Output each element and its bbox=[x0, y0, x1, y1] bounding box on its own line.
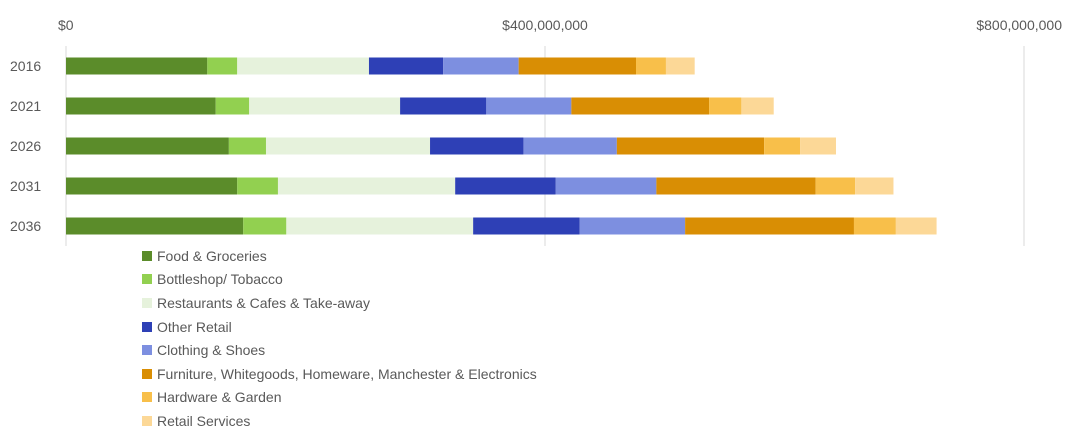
bar-segment bbox=[764, 137, 801, 155]
bar-segment bbox=[243, 217, 287, 235]
bar-segment bbox=[228, 137, 266, 155]
legend-label: Food & Groceries bbox=[157, 247, 267, 264]
legend-swatch bbox=[142, 321, 152, 332]
legend-label: Hardware & Garden bbox=[157, 389, 282, 406]
bar-segment bbox=[685, 217, 854, 235]
legend-swatch bbox=[142, 345, 152, 356]
bar-segment bbox=[277, 177, 456, 195]
bar-segment bbox=[518, 57, 637, 75]
bar-segment bbox=[616, 137, 765, 155]
bar-segment bbox=[66, 177, 238, 195]
legend-label: Clothing & Shoes bbox=[157, 342, 266, 359]
bar-segment bbox=[443, 57, 519, 75]
bar-segment bbox=[207, 57, 238, 75]
legend-swatch bbox=[142, 297, 152, 308]
bar-segment bbox=[853, 217, 896, 235]
legend-label: Furniture, Whitegoods, Homeware, Manches… bbox=[157, 365, 537, 382]
bar-segment bbox=[555, 177, 657, 195]
legend-item: Bottleshop/ Tobacco bbox=[142, 268, 537, 292]
legend-item: Hardware & Garden bbox=[142, 386, 537, 410]
bar-segment bbox=[215, 97, 250, 115]
legend-item: Restaurants & Cafes & Take-away bbox=[142, 291, 537, 315]
legend-label: Retail Services bbox=[157, 412, 251, 429]
bar-segment bbox=[455, 177, 556, 195]
legend-item: Furniture, Whitegoods, Homeware, Manches… bbox=[142, 362, 537, 386]
y-category-label: 2036 bbox=[10, 218, 41, 234]
bar-segment bbox=[741, 97, 774, 115]
legend-swatch bbox=[142, 392, 152, 403]
legend-item: Clothing & Shoes bbox=[142, 338, 537, 362]
bar-segment bbox=[368, 57, 444, 75]
bar-segment bbox=[265, 137, 431, 155]
legend-swatch bbox=[142, 415, 152, 426]
bar-segment bbox=[66, 217, 244, 235]
bar-segment bbox=[286, 217, 474, 235]
bar-segment bbox=[800, 137, 836, 155]
legend-swatch bbox=[142, 274, 152, 285]
bar-segment bbox=[636, 57, 666, 75]
x-tick-label: $800,000,000 bbox=[976, 17, 1062, 33]
bar-segment bbox=[66, 137, 229, 155]
bar-segment bbox=[400, 97, 487, 115]
bar-segment bbox=[709, 97, 742, 115]
bar-segment bbox=[523, 137, 617, 155]
bar-segment bbox=[579, 217, 686, 235]
bar-segment bbox=[237, 177, 278, 195]
chart-legend: Food & Groceries Bottleshop/ Tobacco Resta… bbox=[142, 244, 537, 433]
legend-label: Other Retail bbox=[157, 318, 232, 335]
bar-segment bbox=[571, 97, 710, 115]
bar-segment bbox=[656, 177, 816, 195]
bar-segment bbox=[665, 57, 695, 75]
bar-segment bbox=[237, 57, 369, 75]
bar-segment bbox=[66, 97, 216, 115]
legend-item: Retail Services bbox=[142, 409, 537, 433]
bar-segment bbox=[473, 217, 580, 235]
legend-swatch bbox=[142, 250, 152, 261]
legend-label: Bottleshop/ Tobacco bbox=[157, 271, 283, 288]
x-tick-label: $0 bbox=[58, 17, 74, 33]
bar-segment bbox=[855, 177, 894, 195]
bar-segment bbox=[249, 97, 401, 115]
bar-segment bbox=[815, 177, 856, 195]
x-tick-label: $400,000,000 bbox=[502, 17, 588, 33]
y-category-label: 2026 bbox=[10, 138, 41, 154]
y-category-label: 2016 bbox=[10, 58, 41, 74]
bar-segment bbox=[486, 97, 572, 115]
legend-swatch bbox=[142, 368, 152, 379]
legend-item: Other Retail bbox=[142, 315, 537, 339]
bar-segment bbox=[66, 57, 208, 75]
y-category-label: 2031 bbox=[10, 178, 41, 194]
bar-segment bbox=[430, 137, 524, 155]
legend-item: Food & Groceries bbox=[142, 244, 537, 268]
bar-segment bbox=[895, 217, 937, 235]
y-category-label: 2021 bbox=[10, 98, 41, 114]
legend-label: Restaurants & Cafes & Take-away bbox=[157, 294, 370, 311]
